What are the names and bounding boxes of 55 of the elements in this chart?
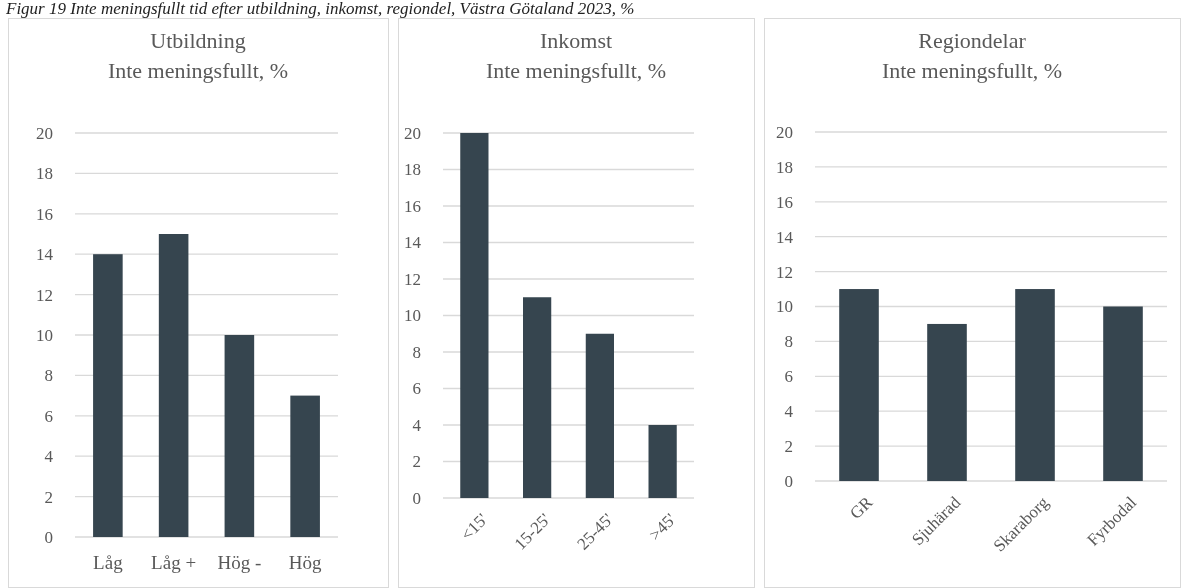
y-tick-label: 2: [784, 437, 793, 457]
y-tick-label: 6: [784, 367, 793, 387]
bar: [224, 335, 255, 537]
chart-title: Regiondelar: [918, 28, 1027, 53]
y-tick-label: 18: [36, 164, 53, 184]
y-tick-label: 8: [412, 342, 421, 362]
chart-title: Inkomst: [539, 28, 613, 53]
y-tick-label: 18: [776, 157, 793, 177]
bar: [523, 297, 552, 498]
y-tick-label: 0: [44, 527, 53, 547]
x-tick-label: Hög: [288, 552, 322, 573]
y-tick-label: 12: [776, 262, 793, 282]
y-tick-label: 0: [784, 471, 793, 491]
bar: [290, 395, 320, 537]
y-tick-label: 10: [404, 306, 421, 326]
chart-title: Utbildning: [150, 28, 246, 53]
y-tick-label: 2: [44, 487, 53, 507]
y-tick-label: 4: [44, 447, 54, 467]
y-tick-label: 16: [36, 204, 53, 224]
chart-subtitle: Inte meningsfullt, %: [485, 58, 667, 83]
bar: [93, 254, 123, 537]
y-tick-label: 0: [412, 488, 421, 508]
x-tick-label: Hög -: [217, 552, 262, 573]
bar: [585, 333, 614, 498]
y-tick-label: 4: [412, 415, 422, 435]
y-tick-label: 20: [404, 123, 421, 143]
y-tick-label: 14: [776, 227, 794, 247]
y-tick-label: 12: [404, 269, 421, 289]
y-tick-label: 20: [36, 123, 53, 143]
y-tick-label: 8: [784, 332, 793, 352]
chart-subtitle: Inte meningsfullt, %: [881, 58, 1063, 83]
y-tick-label: 14: [36, 245, 54, 265]
y-tick-label: 4: [784, 402, 794, 422]
x-tick-label: Låg: [93, 552, 124, 573]
y-tick-label: 16: [404, 196, 421, 216]
y-tick-label: 8: [44, 366, 53, 386]
y-tick-label: 10: [776, 297, 793, 317]
y-tick-label: 6: [44, 406, 53, 426]
x-tick-label: GR: [846, 492, 877, 523]
x-tick-label: >45': [645, 509, 680, 545]
y-tick-label: 12: [36, 285, 53, 305]
bar: [460, 133, 489, 498]
y-tick-label: 10: [36, 325, 53, 345]
bar: [648, 425, 677, 498]
y-tick-label: 20: [776, 122, 793, 142]
y-tick-label: 16: [776, 192, 793, 212]
chart-subtitle: Inte meningsfullt, %: [107, 58, 289, 83]
x-tick-label: <15': [457, 509, 492, 545]
y-tick-label: 2: [412, 452, 421, 472]
y-tick-label: 14: [404, 233, 422, 253]
x-tick-label: Låg +: [151, 552, 197, 573]
y-tick-label: 18: [404, 160, 421, 180]
text: Figur 19 Inte meningsfullt tid efter utbildning, inkomst, regiondel, Västra Götaland 2023, %: [5, 0, 635, 18]
bar: [158, 234, 189, 537]
y-tick-label: 6: [412, 379, 421, 399]
